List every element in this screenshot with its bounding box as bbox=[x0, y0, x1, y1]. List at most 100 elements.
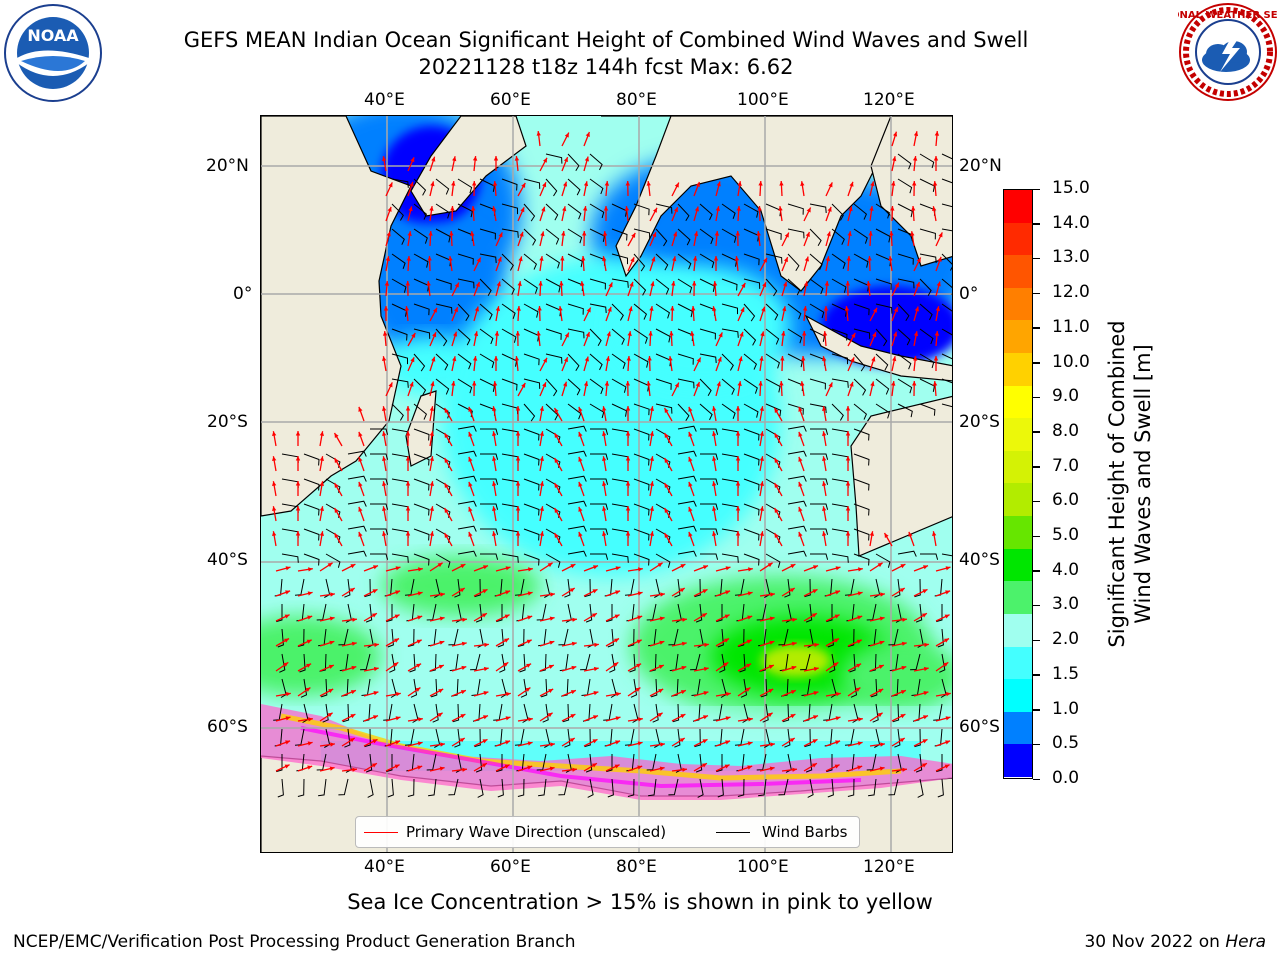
wave-direction-arrowhead bbox=[572, 617, 577, 622]
wave-direction-arrowhead bbox=[616, 692, 621, 697]
wave-direction-arrowhead bbox=[328, 689, 334, 693]
wave-direction-arrowhead bbox=[504, 764, 510, 769]
wave-direction-arrowhead bbox=[847, 231, 852, 236]
wave-direction-arrowhead bbox=[626, 356, 631, 361]
wave-direction-arrowhead bbox=[284, 614, 290, 619]
wind-barb bbox=[784, 578, 791, 598]
colorbar-tick-label: 0.5 bbox=[1052, 733, 1080, 754]
colorbar-segment bbox=[1004, 646, 1032, 680]
wind-barb bbox=[435, 553, 451, 568]
wind-barb bbox=[919, 153, 935, 169]
wind-barb bbox=[413, 503, 430, 516]
wave-direction-arrowhead bbox=[891, 181, 896, 186]
wave-direction-arrowhead bbox=[774, 533, 779, 538]
wave-direction-arrowhead bbox=[285, 566, 291, 571]
wave-direction-arrowhead bbox=[578, 531, 583, 537]
wave-direction-arrowhead bbox=[900, 714, 906, 719]
wave-direction-arrowhead bbox=[901, 641, 907, 646]
colorbar-tick-label: 9.0 bbox=[1052, 386, 1080, 407]
wind-barb bbox=[316, 753, 327, 771]
wave-direction-arrowhead bbox=[635, 687, 641, 692]
wave-direction-arrowhead bbox=[822, 406, 827, 411]
wave-direction-arrowhead bbox=[759, 431, 764, 436]
wind-barb bbox=[743, 278, 761, 289]
wind-barb bbox=[853, 378, 867, 396]
wave-direction-arrowhead bbox=[827, 206, 832, 212]
wave-direction-arrowhead bbox=[515, 456, 521, 461]
wave-direction-arrowhead bbox=[800, 181, 805, 186]
wind-barb bbox=[894, 728, 901, 748]
wave-direction-arrowhead bbox=[924, 642, 929, 648]
wind-barb bbox=[413, 253, 429, 268]
wind-barb bbox=[831, 553, 849, 563]
wave-direction-arrowhead bbox=[453, 331, 458, 337]
wave-direction-arrowhead bbox=[758, 381, 763, 386]
wave-direction-arrowhead bbox=[653, 207, 657, 213]
wave-direction-arrowhead bbox=[563, 381, 568, 387]
wave-direction-arrowhead bbox=[932, 206, 937, 211]
wind-barb bbox=[941, 278, 952, 295]
wave-direction-arrowhead bbox=[659, 640, 665, 645]
wave-direction-arrowhead bbox=[521, 182, 526, 188]
wind-barb bbox=[413, 453, 430, 466]
wave-direction-arrowhead bbox=[625, 181, 630, 186]
wind-barb bbox=[758, 778, 767, 797]
wave-direction-arrowhead bbox=[295, 481, 301, 486]
wind-barb bbox=[655, 403, 673, 414]
wave-direction-arrowhead bbox=[899, 738, 905, 743]
wave-direction-arrowhead bbox=[411, 332, 416, 338]
wind-barb bbox=[587, 778, 594, 798]
wave-direction-arrowhead bbox=[770, 742, 775, 747]
wind-barb bbox=[386, 604, 393, 623]
wave-direction-arrowhead bbox=[481, 613, 487, 618]
wave-direction-arrowhead bbox=[659, 616, 665, 621]
wave-direction-arrowhead bbox=[527, 741, 533, 746]
wave-direction-arrowhead bbox=[319, 481, 324, 486]
wave-direction-arrowhead bbox=[679, 588, 685, 593]
wave-direction-arrowhead bbox=[358, 531, 363, 537]
wind-barb bbox=[919, 328, 934, 345]
wind-barb bbox=[805, 603, 813, 623]
wave-direction-arrowhead bbox=[409, 381, 414, 387]
wave-direction-arrowhead bbox=[334, 533, 339, 538]
wave-direction-arrowhead bbox=[492, 531, 497, 536]
wind-barb bbox=[633, 528, 650, 541]
wind-barb bbox=[370, 553, 389, 560]
wave-direction-arrowhead bbox=[408, 206, 413, 212]
wave-direction-arrowhead bbox=[451, 181, 456, 186]
wave-direction-arrowhead bbox=[431, 156, 436, 162]
wave-direction-arrowhead bbox=[747, 765, 753, 770]
wind-barb bbox=[853, 453, 870, 466]
wind-barb bbox=[276, 604, 283, 623]
legend-wave-direction-swatch bbox=[364, 832, 398, 833]
colorbar-label-line2: Wind Waves and Swell [m] bbox=[1131, 344, 1155, 624]
wave-direction-arrowhead bbox=[429, 531, 434, 536]
wind-barb bbox=[589, 303, 607, 314]
wind-barb bbox=[387, 778, 394, 798]
wave-direction-arrowhead bbox=[554, 458, 559, 463]
wave-direction-arrowhead bbox=[670, 306, 675, 311]
wind-barb bbox=[915, 603, 923, 623]
wave-direction-arrowhead bbox=[913, 131, 919, 137]
wave-direction-arrowhead bbox=[858, 717, 863, 722]
wave-direction-arrowhead bbox=[701, 763, 707, 768]
wind-barb bbox=[941, 178, 952, 184]
wind-barb bbox=[743, 353, 758, 370]
wind-barb bbox=[520, 678, 528, 698]
wave-direction-arrowhead bbox=[723, 662, 729, 667]
wave-direction-arrowhead bbox=[798, 531, 803, 537]
noaa-logo-text: NOAA bbox=[27, 26, 79, 45]
wind-barb bbox=[538, 778, 547, 797]
wind-barb bbox=[677, 450, 697, 457]
wind-barb bbox=[611, 253, 628, 265]
wave-direction-arrowhead bbox=[691, 306, 696, 311]
wave-direction-arrowhead bbox=[630, 257, 635, 263]
colorbar-segment bbox=[1004, 744, 1032, 777]
wave-direction-arrowhead bbox=[483, 565, 488, 570]
wave-direction-arrowhead bbox=[614, 614, 620, 619]
lon-label-top-60e: 60°E bbox=[490, 90, 531, 110]
wind-barb bbox=[804, 728, 811, 748]
wave-direction-arrowhead bbox=[822, 481, 827, 486]
wave-direction-arrowhead bbox=[283, 662, 289, 667]
wind-barb bbox=[941, 153, 952, 160]
